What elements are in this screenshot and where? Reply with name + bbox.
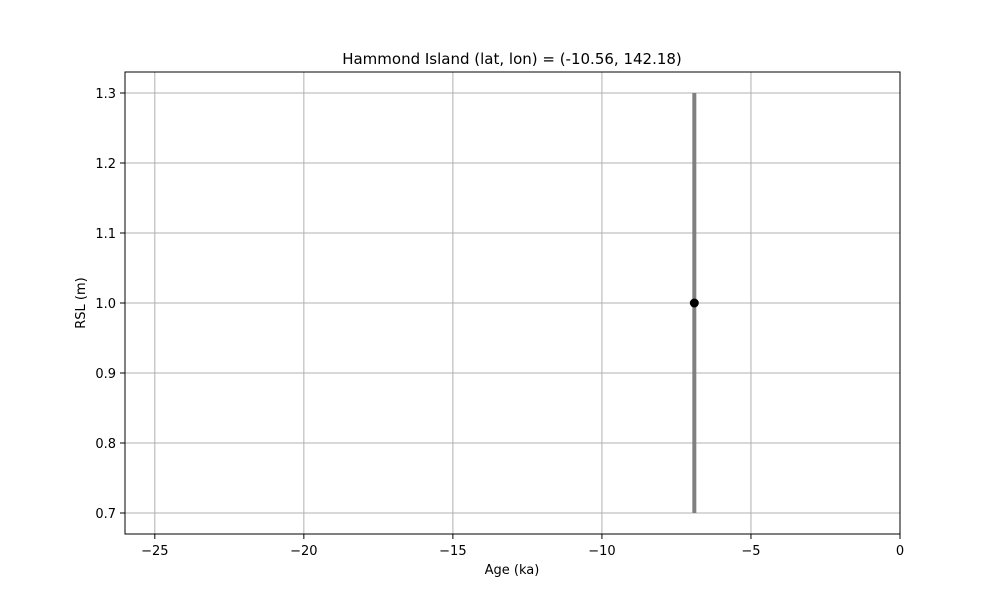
x-tick-label: −25 [141,544,168,559]
chart-title: Hammond Island (lat, lon) = (-10.56, 142… [342,50,682,68]
x-tick-label: 0 [896,544,904,559]
y-tick-label: 0.7 [95,507,116,522]
y-tick-label: 1.3 [95,87,116,102]
y-tick-label: 0.9 [95,367,116,382]
y-axis-label: RSL (m) [74,277,89,328]
data-point [689,298,699,308]
tick-layer: −25 −20 −15 −10 −5 0 0.7 0.8 0.9 1.0 1.1 1.2 1.3 [95,87,904,559]
x-tick-label: −10 [588,544,615,559]
y-tick-label: 1.0 [95,297,116,312]
x-tick-label: −15 [439,544,466,559]
x-axis-label: Age (ka) [485,563,540,578]
y-tick-label: 1.2 [95,157,116,172]
x-tick-label: −20 [290,544,317,559]
x-tick-label: −5 [741,544,760,559]
y-tick-label: 0.8 [95,437,116,452]
grid-layer [125,72,901,534]
y-tick-label: 1.1 [95,227,116,242]
data-layer [689,93,699,513]
